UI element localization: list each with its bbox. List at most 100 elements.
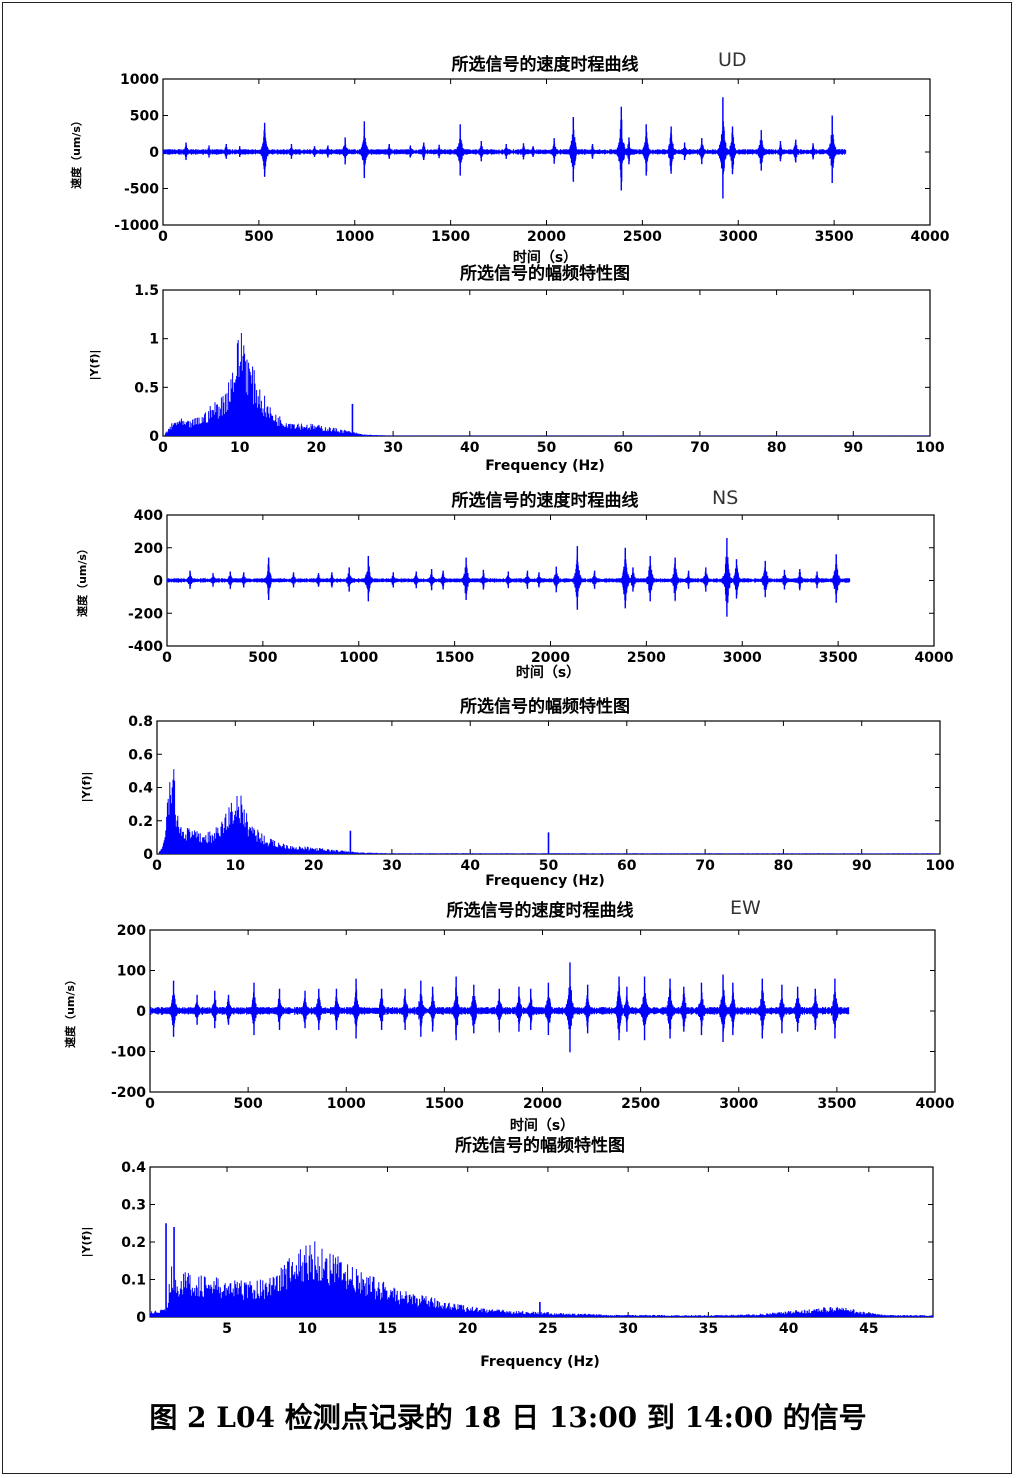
x-tick-label: 0	[152, 858, 162, 874]
x-tick-label: 20	[458, 1321, 478, 1337]
y-axis-label: |Y(f)|	[80, 1227, 93, 1258]
spectrum-fill	[164, 333, 930, 436]
y-axis-label: 速度（um/s）	[75, 543, 89, 617]
x-tick-label: 70	[690, 440, 710, 456]
y-tick-label: 1000	[120, 72, 159, 88]
y-tick-label: 500	[130, 109, 159, 125]
x-tick-label: 10	[230, 440, 250, 456]
y-tick-label: 1	[149, 332, 159, 348]
x-axis-label: Frequency (Hz)	[480, 1354, 599, 1370]
component-label: NS	[712, 487, 738, 509]
panel-ud-spectrum: 所选信号的幅频特性图 Frequency (Hz) |Y(f)| 0 10 20 30…	[88, 263, 945, 474]
panel-title: 所选信号的幅频特性图	[460, 696, 630, 717]
y-tick-label: -200	[111, 1085, 146, 1101]
panel-title: 所选信号的速度时程曲线	[452, 54, 639, 75]
x-tick-label: 45	[859, 1321, 878, 1337]
x-tick-label: 2500	[621, 1096, 660, 1112]
spectrum-fill	[149, 1241, 933, 1317]
x-tick-label: 30	[382, 858, 402, 874]
y-tick-label: 0.3	[121, 1198, 146, 1214]
y-tick-label: 200	[117, 923, 146, 939]
x-tick-label: 30	[618, 1321, 638, 1337]
y-tick-label: 0.6	[128, 747, 153, 763]
x-tick-label: 2000	[523, 1096, 562, 1112]
x-tick-label: 20	[307, 440, 327, 456]
x-tick-label: 500	[248, 650, 277, 666]
y-tick-label: 100	[117, 964, 146, 980]
panel-title: 所选信号的速度时程曲线	[452, 490, 639, 511]
y-tick-label: -500	[124, 182, 159, 198]
x-tick-label: 10	[297, 1321, 317, 1337]
x-tick-label: 0	[158, 440, 168, 456]
x-tick-label: 0	[162, 650, 172, 666]
plot-frame	[149, 1166, 934, 1318]
y-tick-label: -100	[111, 1045, 146, 1061]
y-tick-label: 0.4	[121, 1160, 146, 1176]
x-tick-label: 2500	[627, 650, 666, 666]
x-tick-label: 3000	[719, 1096, 758, 1112]
x-tick-label: 80	[767, 440, 787, 456]
y-axis-label: |Y(f)|	[88, 350, 101, 381]
panel-ew-spectrum: 所选信号的幅频特性图 Frequency (Hz) |Y(f)| 5 10 15 20…	[80, 1135, 934, 1370]
x-tick-label: 10	[226, 858, 246, 874]
x-tick-label: 3500	[817, 1096, 856, 1112]
x-tick-label: 50	[537, 440, 557, 456]
x-axis-label: Frequency (Hz)	[485, 873, 604, 889]
panel-ud-time: 所选信号的速度时程曲线 UD 时间（s） 速度（um/s） 0 500 1000 15…	[69, 49, 950, 266]
x-tick-label: 2000	[531, 650, 570, 666]
x-tick-label: 60	[617, 858, 637, 874]
x-tick-label: 3500	[815, 229, 854, 245]
y-tick-label: -200	[128, 606, 163, 622]
x-tick-label: 1500	[431, 229, 470, 245]
y-tick-label: 0.8	[128, 714, 153, 730]
x-tick-label: 25	[538, 1321, 557, 1337]
x-tick-label: 80	[774, 858, 794, 874]
y-tick-label: 200	[134, 541, 163, 557]
x-tick-label: 3500	[819, 650, 858, 666]
x-axis-label: 时间（s）	[510, 1117, 574, 1134]
y-tick-label: 0	[136, 1004, 146, 1020]
y-tick-label: 0.2	[121, 1235, 146, 1251]
panel-title: 所选信号的速度时程曲线	[447, 900, 634, 921]
x-tick-label: 60	[613, 440, 633, 456]
panel-ns-spectrum: 所选信号的幅频特性图 Frequency (Hz) |Y(f)| 0 10 20 30…	[80, 696, 955, 889]
x-tick-label: 1000	[339, 650, 378, 666]
x-tick-label: 3000	[723, 650, 762, 666]
y-tick-label: 0	[136, 1310, 146, 1326]
x-tick-label: 100	[915, 440, 944, 456]
x-tick-label: 1000	[335, 229, 374, 245]
y-tick-label: 0	[149, 145, 159, 161]
y-tick-label: 0	[153, 574, 163, 590]
x-tick-label: 40	[460, 858, 480, 874]
x-tick-label: 1500	[435, 650, 474, 666]
x-tick-label: 1000	[327, 1096, 366, 1112]
x-tick-label: 2000	[527, 229, 566, 245]
x-tick-label: 4000	[915, 650, 954, 666]
x-tick-label: 2500	[623, 229, 662, 245]
y-tick-label: 0.2	[128, 814, 153, 830]
y-tick-label: 0.1	[121, 1273, 146, 1289]
x-tick-label: 4000	[916, 1096, 955, 1112]
x-tick-label: 5	[222, 1321, 232, 1337]
y-tick-label: -1000	[114, 218, 159, 234]
x-tick-label: 15	[378, 1321, 397, 1337]
y-tick-label: 0	[149, 429, 159, 445]
y-tick-label: 400	[134, 508, 163, 524]
x-tick-label: 500	[234, 1096, 263, 1112]
figure-canvas: 所选信号的速度时程曲线 UD 时间（s） 速度（um/s） 0 500 1000 15…	[63, 49, 955, 1370]
x-tick-label: 3000	[719, 229, 758, 245]
x-tick-label: 500	[244, 229, 273, 245]
x-axis-label: 时间（s）	[516, 664, 580, 681]
panel-title: 所选信号的幅频特性图	[455, 1135, 625, 1156]
y-tick-label: -400	[128, 639, 163, 655]
x-tick-label: 30	[383, 440, 403, 456]
y-tick-label: 0	[143, 847, 153, 863]
x-axis-label: Frequency (Hz)	[485, 458, 604, 474]
x-tick-label: 70	[695, 858, 715, 874]
x-tick-label: 35	[699, 1321, 718, 1337]
panel-ns-time: 所选信号的速度时程曲线 NS 时间（s） 速度（um/s） 0 500 1000 15…	[75, 487, 954, 681]
y-axis-label: 速度（um/s）	[69, 115, 83, 189]
component-label: UD	[718, 49, 747, 71]
x-tick-label: 4000	[911, 229, 950, 245]
